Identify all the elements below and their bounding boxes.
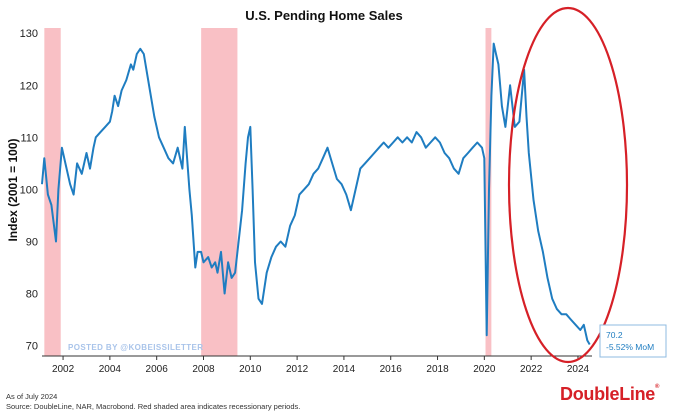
- y-tick-label: 80: [26, 289, 38, 301]
- x-axis-ticks: 2002 2004 2006 2008 2010 2012 2014 2016 2018 2020…: [52, 356, 590, 375]
- y-tick-label: 130: [20, 28, 38, 40]
- x-tick-label: 2010: [239, 364, 262, 375]
- x-tick-label: 2004: [99, 364, 122, 375]
- x-tick-label: 2016: [380, 364, 403, 375]
- x-tick-label: 2024: [567, 364, 590, 375]
- y-tick-label: 70: [26, 341, 38, 353]
- x-tick-label: 2002: [52, 364, 75, 375]
- y-axis-label: Index (2001 = 100): [6, 138, 20, 241]
- recession-shading: [44, 28, 492, 356]
- recession-band: [201, 28, 238, 356]
- y-tick-label: 120: [20, 80, 38, 92]
- watermark: POSTED BY @KOBEISSILETTER: [68, 343, 203, 352]
- x-tick-label: 2014: [333, 364, 356, 375]
- x-tick-label: 2012: [286, 364, 309, 375]
- end-value-label: 70.2: [606, 330, 623, 340]
- recession-band: [44, 28, 61, 356]
- x-tick-label: 2006: [146, 364, 169, 375]
- x-tick-label: 2022: [520, 364, 543, 375]
- doubleline-logo: DoubleLine®: [560, 384, 659, 405]
- x-tick-label: 2008: [192, 364, 215, 375]
- y-tick-label: 110: [20, 132, 38, 144]
- brand-name: DoubleLine: [560, 384, 655, 404]
- y-tick-label: 90: [26, 236, 38, 248]
- chart-title: U.S. Pending Home Sales: [245, 8, 403, 23]
- source-note: Source: DoubleLine, NAR, Macrobond. Red …: [6, 402, 301, 411]
- pending-home-sales-line: [41, 42, 591, 346]
- end-value-box: 70.2 -5.52% MoM: [599, 324, 667, 358]
- brand-mark: ®: [655, 384, 660, 390]
- y-tick-label: 100: [20, 184, 38, 196]
- as-of-note: As of July 2024: [6, 392, 58, 401]
- y-axis-ticks: 70 80 90 100 110 120 130: [20, 28, 38, 352]
- x-tick-label: 2018: [426, 364, 449, 375]
- end-change-label: -5.52% MoM: [606, 342, 654, 352]
- series-layer: [41, 42, 591, 346]
- highlight-ellipse: [507, 6, 629, 364]
- x-tick-label: 2020: [473, 364, 496, 375]
